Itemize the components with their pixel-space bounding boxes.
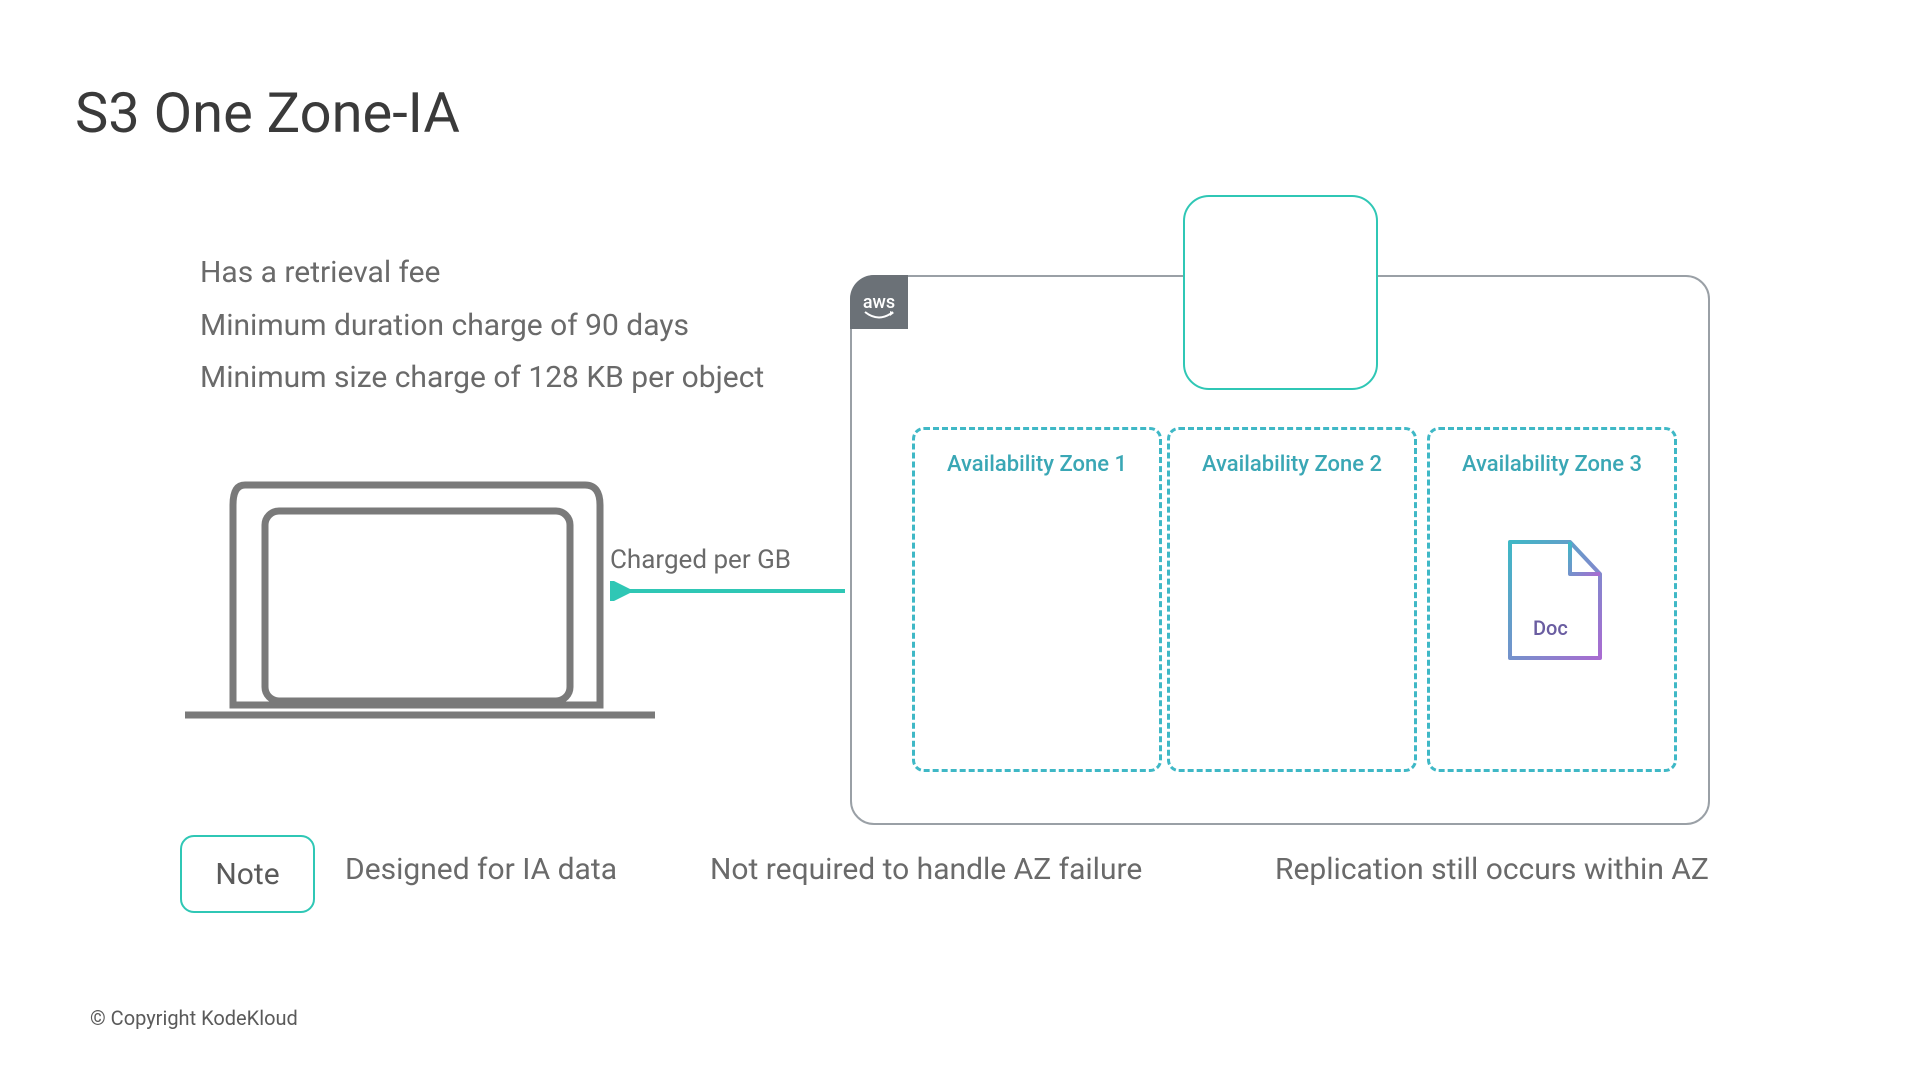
s3-bucket-box: [1183, 195, 1378, 390]
bullet-item: Has a retrieval fee: [200, 250, 820, 297]
availability-zone-1: Availability Zone 1: [912, 427, 1162, 772]
aws-badge-text: aws: [863, 292, 895, 313]
document-icon: [1508, 540, 1603, 660]
az-label: Availability Zone 3: [1430, 452, 1674, 477]
laptop-icon: [185, 475, 665, 735]
note-item: Designed for IA data: [345, 852, 617, 887]
bullet-item: Minimum size charge of 128 KB per object: [200, 355, 820, 402]
note-badge: Note: [180, 835, 315, 913]
arrow-label: Charged per GB: [610, 545, 850, 575]
availability-zone-2: Availability Zone 2: [1167, 427, 1417, 772]
az-label: Availability Zone 2: [1170, 452, 1414, 477]
bullet-item: Minimum duration charge of 90 days: [200, 303, 820, 350]
note-item: Not required to handle AZ failure: [710, 852, 1142, 887]
page-title: S3 One Zone-IA: [75, 80, 460, 146]
document-label: Doc: [1533, 616, 1568, 640]
az-label: Availability Zone 1: [915, 452, 1159, 477]
note-item: Replication still occurs within AZ: [1275, 852, 1709, 887]
aws-badge: aws: [850, 275, 908, 329]
feature-bullets: Has a retrieval fee Minimum duration cha…: [200, 250, 820, 408]
availability-zone-3: Availability Zone 3 Doc: [1427, 427, 1677, 772]
copyright-text: © Copyright KodeKloud: [90, 1006, 298, 1030]
retrieval-arrow: Charged per GB: [610, 545, 850, 605]
